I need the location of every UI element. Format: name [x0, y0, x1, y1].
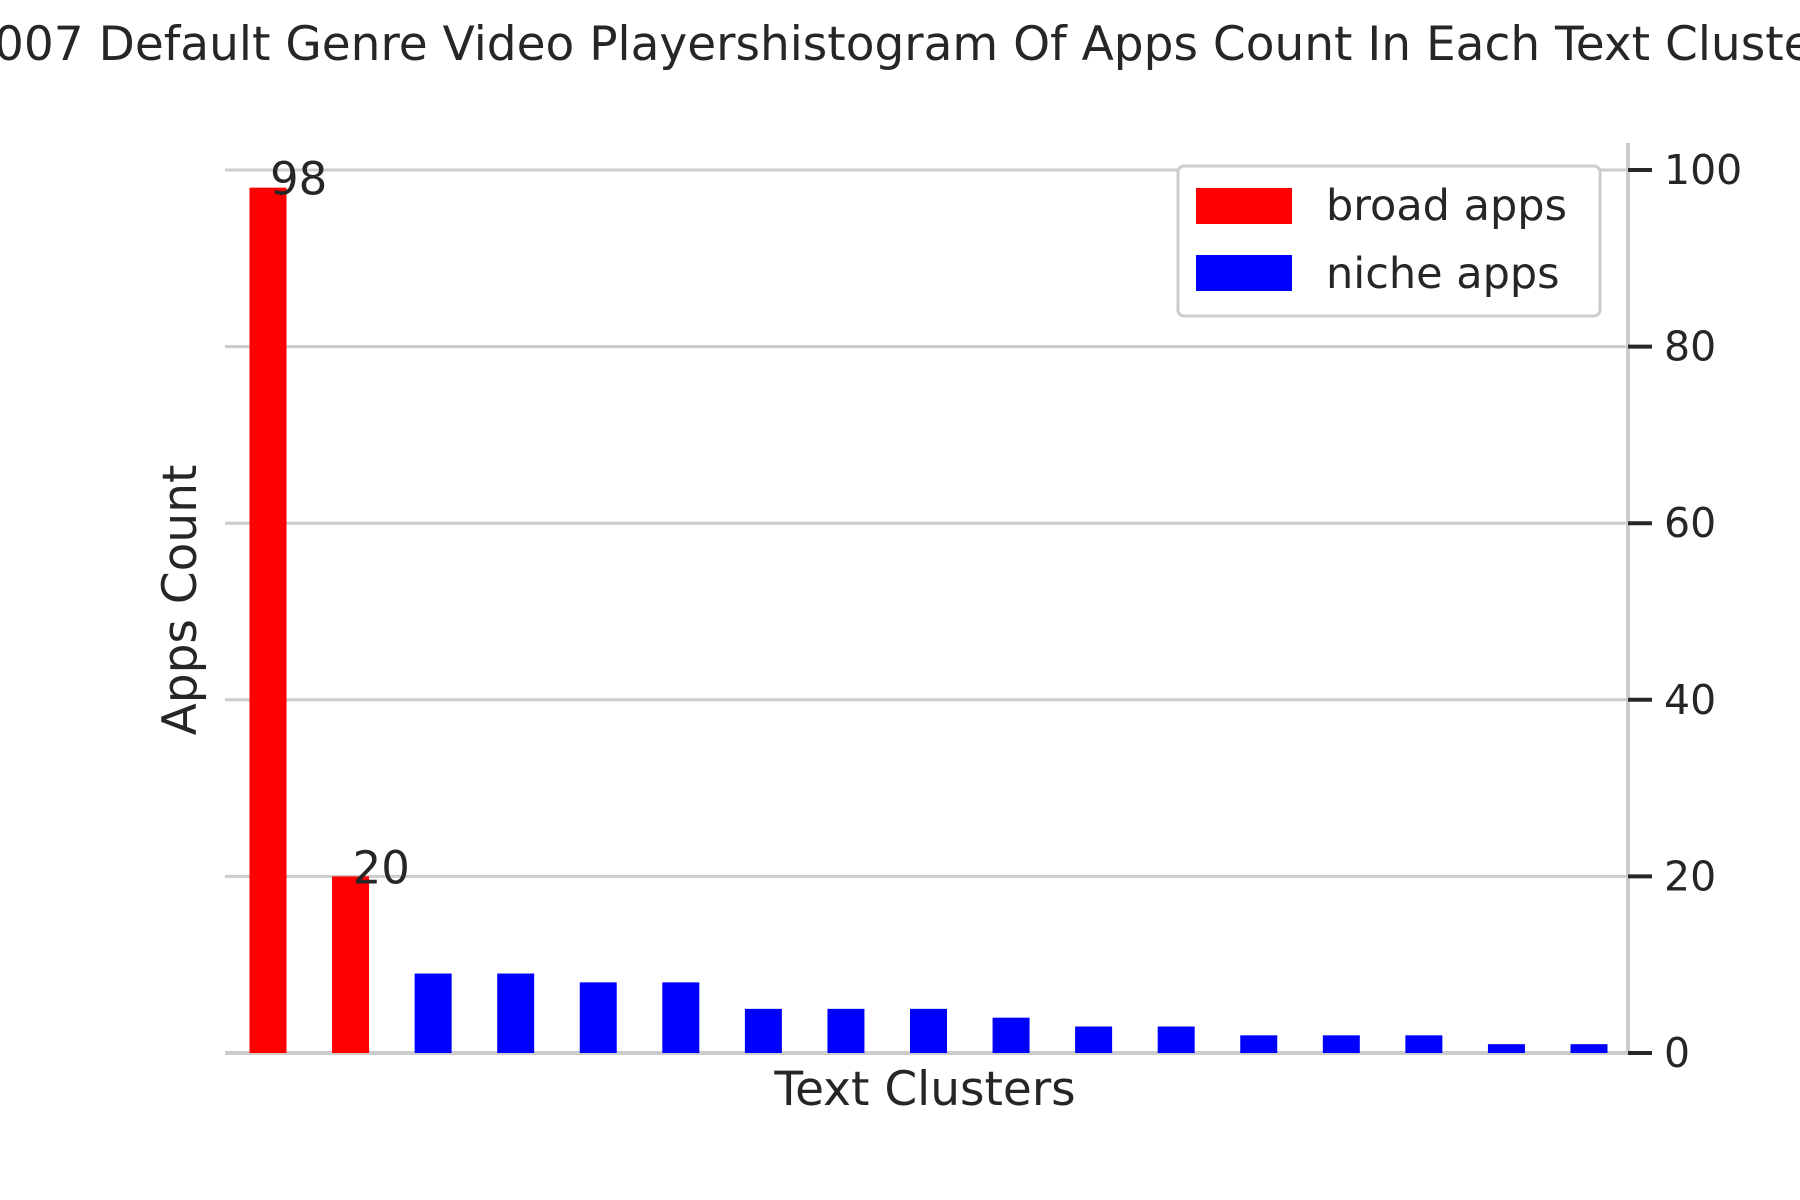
y-tick-label-100: 100 [1664, 146, 1742, 194]
y-axis-label: Apps Count [153, 465, 208, 736]
bar-1 [249, 187, 287, 1053]
bar-3 [414, 973, 452, 1053]
bar-17 [1570, 1044, 1608, 1053]
bar-16 [1487, 1044, 1525, 1053]
bar-6 [662, 982, 700, 1053]
gridlines [225, 168, 1628, 878]
bar-9 [910, 1008, 947, 1053]
y-axis-ticks: 0 20 40 60 80 100 [1628, 146, 1742, 1077]
bar-2 [332, 876, 370, 1053]
data-label-2: 20 [353, 841, 410, 894]
bar-13 [1240, 1035, 1278, 1053]
y-tick-label-20: 20 [1664, 852, 1716, 900]
bar-12 [1157, 1026, 1195, 1053]
bars [249, 187, 1608, 1053]
y-tick-label-80: 80 [1664, 323, 1716, 371]
bar-7 [744, 1008, 782, 1053]
legend: broad apps niche apps [1176, 164, 1602, 318]
legend-swatch-broad [1196, 188, 1292, 224]
legend-swatch-niche [1196, 255, 1292, 291]
bar-10 [992, 1017, 1030, 1053]
bar-5 [579, 982, 617, 1053]
chart-title: 007 Default Genre Video Playershistogram… [0, 17, 1800, 72]
legend-label-niche: niche apps [1326, 249, 1560, 299]
data-labels: 98 20 [270, 153, 410, 895]
bar-15 [1405, 1035, 1443, 1053]
y-tick-label-40: 40 [1664, 676, 1716, 724]
bar-4 [497, 973, 535, 1053]
bar-11 [1075, 1026, 1113, 1053]
y-tick-label-0: 0 [1664, 1029, 1690, 1077]
y-tick-label-60: 60 [1664, 499, 1716, 547]
bar-8 [827, 1008, 865, 1053]
bar-14 [1322, 1035, 1360, 1053]
data-label-1: 98 [270, 153, 327, 206]
x-axis-label: Text Clusters [773, 1062, 1075, 1117]
legend-label-broad: broad apps [1326, 181, 1567, 231]
